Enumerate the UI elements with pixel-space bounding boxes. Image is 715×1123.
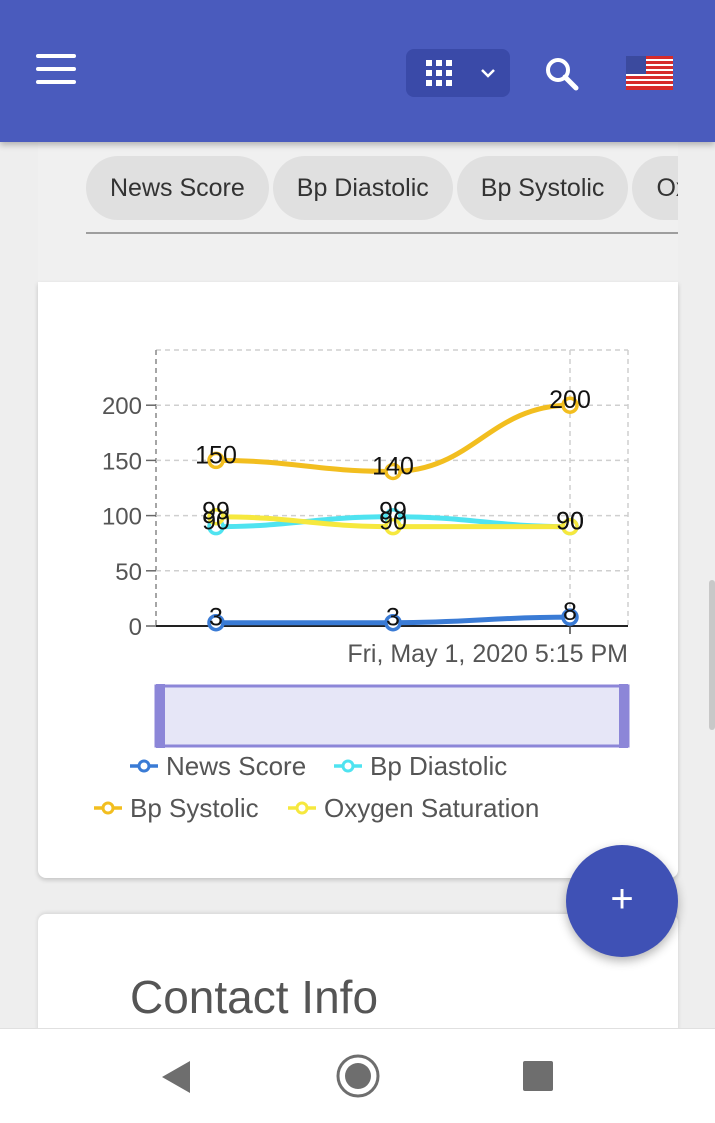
legend-bp-diastolic-label: Bp Diastolic bbox=[370, 751, 507, 781]
vitals-chart-card: 0 50 100 150 200 Fri, May 1, 2020 5:15 PM 90 99… bbox=[38, 282, 678, 878]
contact-info-title: Contact Info bbox=[130, 971, 379, 1023]
y-tick-label: 0 bbox=[129, 614, 142, 641]
bp-diastolic-data-label: 99 bbox=[379, 498, 407, 526]
zoom-handle-left bbox=[156, 684, 165, 748]
zoom-slider bbox=[154, 684, 630, 748]
tabs-divider bbox=[86, 232, 678, 234]
news-score-data-label: 8 bbox=[563, 598, 577, 626]
x-tick-label: Fri, May 1, 2020 5:15 PM bbox=[347, 640, 628, 668]
oxygen-saturation-data-label: 99 bbox=[202, 498, 230, 526]
us-flag-icon bbox=[626, 56, 673, 90]
home-circle-icon[interactable] bbox=[335, 1053, 381, 1099]
y-tick-label: 150 bbox=[102, 448, 142, 475]
tab-oxygen-saturation[interactable]: Oxygen Saturation bbox=[632, 156, 678, 220]
news-score-point bbox=[561, 608, 579, 626]
bp-diastolic-data-label: 90 bbox=[556, 508, 584, 536]
y-tick-label: 100 bbox=[102, 504, 142, 531]
legend-news-score-label: News Score bbox=[166, 751, 306, 781]
oxygen-saturation-point bbox=[207, 507, 225, 526]
app-bar bbox=[0, 0, 715, 142]
oxygen-saturation-data-label: 90 bbox=[379, 508, 407, 536]
oxygen-saturation-point bbox=[384, 517, 402, 536]
language-selector[interactable] bbox=[626, 56, 673, 90]
scrollbar-thumb[interactable] bbox=[709, 580, 715, 730]
legend-oxygen-saturation-label: Oxygen Saturation bbox=[324, 793, 539, 823]
news-score-data-label: 3 bbox=[386, 604, 400, 632]
zoom-handle-right bbox=[619, 684, 628, 748]
hamburger-menu-icon[interactable] bbox=[36, 54, 76, 90]
tab-news-score[interactable]: News Score bbox=[86, 156, 269, 220]
news-score-data-label: 3 bbox=[209, 604, 223, 632]
bp-systolic-point bbox=[207, 451, 225, 470]
oxygen-saturation-point bbox=[561, 517, 579, 536]
legend-bp-systolic-swatch bbox=[101, 801, 115, 815]
legend-bp-systolic-label: Bp Systolic bbox=[130, 793, 259, 823]
bp-systolic-data-label: 140 bbox=[372, 452, 414, 480]
system-navigation-bar bbox=[0, 1028, 715, 1123]
news-score-point bbox=[207, 613, 225, 632]
apps-grid-icon bbox=[426, 60, 452, 86]
tab-bp-diastolic[interactable]: Bp Diastolic bbox=[272, 156, 453, 220]
legend-oxygen-saturation-swatch bbox=[295, 801, 309, 815]
legend-news-score-swatch bbox=[137, 759, 151, 773]
y-tick-label: 50 bbox=[115, 559, 142, 586]
bp-systolic-data-label: 150 bbox=[195, 441, 237, 469]
search-button[interactable] bbox=[540, 52, 584, 96]
recents-square-icon[interactable] bbox=[522, 1060, 554, 1092]
bp-systolic-point bbox=[561, 396, 579, 414]
chevron-down-icon bbox=[481, 69, 495, 78]
back-triangle-icon[interactable] bbox=[160, 1059, 194, 1095]
bp-systolic-point bbox=[384, 462, 402, 481]
legend-bp-diastolic-swatch bbox=[341, 759, 355, 773]
bp-systolic-data-label: 200 bbox=[549, 386, 591, 414]
y-tick-label: 200 bbox=[102, 393, 142, 420]
news-score-point bbox=[384, 613, 402, 632]
add-button[interactable]: + bbox=[566, 845, 678, 957]
app-switcher-button[interactable] bbox=[406, 49, 510, 97]
bp-diastolic-data-label: 90 bbox=[202, 508, 230, 536]
search-icon bbox=[546, 58, 579, 91]
tab-bp-systolic[interactable]: Bp Systolic bbox=[456, 156, 629, 220]
oxygen-saturation-data-label: 90 bbox=[556, 508, 584, 536]
